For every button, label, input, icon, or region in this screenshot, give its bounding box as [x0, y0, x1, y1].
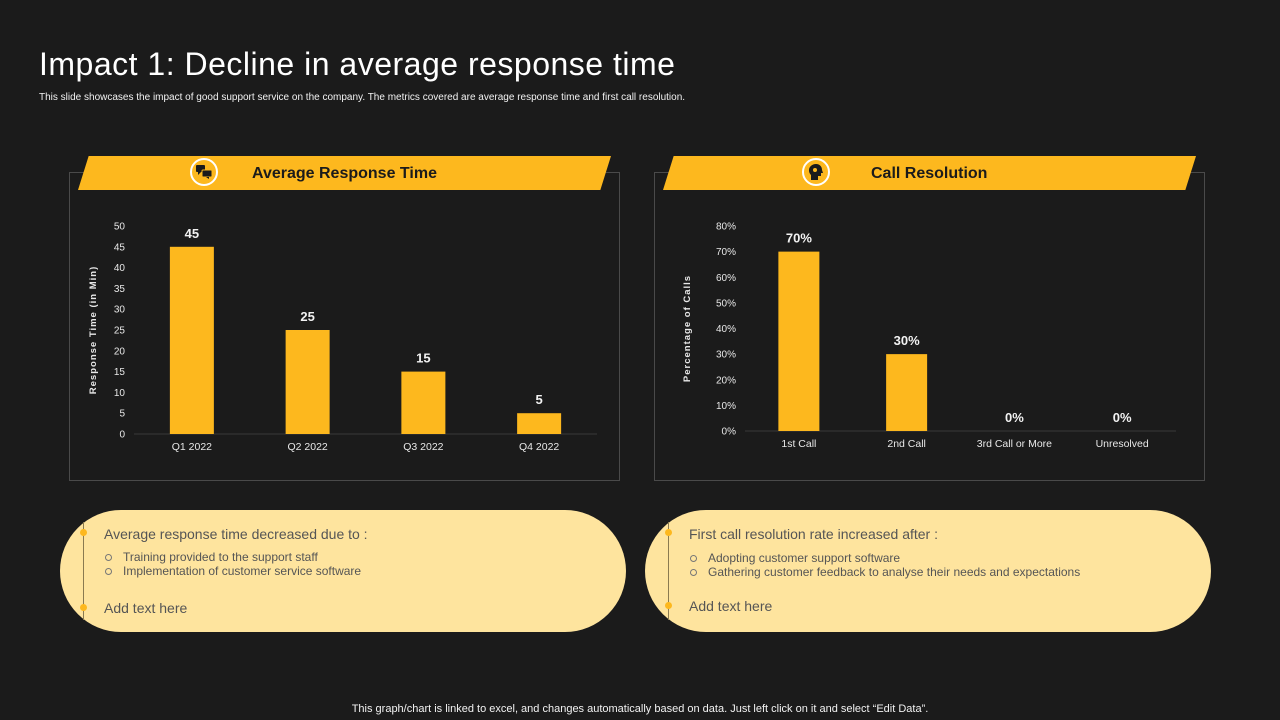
y-tick-label: 50: [114, 222, 126, 233]
banner-title: Call Resolution: [871, 165, 988, 182]
footer-note: This graph/chart is linked to excel, and…: [351, 703, 929, 715]
y-tick-label: 10%: [716, 401, 736, 412]
y-tick-label: 60%: [716, 273, 736, 284]
bar: [285, 330, 330, 434]
y-tick-label: 30: [114, 305, 126, 316]
y-axis-label: Response Time (in Min): [88, 266, 99, 394]
y-tick-label: 30%: [716, 350, 736, 361]
note-dot: [80, 604, 87, 611]
y-tick-label: 20: [114, 346, 126, 357]
bar: [778, 251, 820, 431]
y-tick-label: 80%: [716, 222, 736, 233]
note-dot: [665, 529, 672, 536]
add-text-placeholder[interactable]: Add text here: [689, 598, 773, 614]
y-tick-label: 40%: [716, 324, 736, 335]
list-item: Adopting customer support software: [689, 551, 1080, 565]
data-label: 25: [300, 309, 314, 324]
page-title: Impact 1: Decline in average response ti…: [39, 46, 676, 82]
y-tick-label: 35: [114, 284, 126, 295]
add-text-placeholder[interactable]: Add text here: [104, 600, 188, 616]
note-heading: First call resolution rate increased aft…: [689, 526, 938, 542]
x-tick-label: 1st Call: [781, 438, 816, 450]
y-tick-label: 40: [114, 263, 126, 274]
x-tick-label: Q3 2022: [403, 441, 443, 453]
response-time-chart: 0 5 10 15 20 25 30 35 40 45 50 Response Time (in Mi…: [88, 222, 597, 453]
y-tick-label: 25: [114, 326, 126, 337]
note-heading: Average response time decreased due to :: [104, 526, 368, 542]
data-label: 70%: [786, 231, 812, 246]
bar: [517, 413, 562, 434]
note-dot: [665, 602, 672, 609]
head-gear-icon: [802, 158, 830, 186]
y-tick-label: 0: [119, 430, 125, 441]
x-tick-label: Q1 2022: [172, 441, 212, 453]
banner-title: Average Response Time: [252, 165, 437, 182]
y-tick-label: 0%: [722, 427, 737, 438]
chat-bubbles-icon: [190, 158, 218, 186]
y-tick-label: 10: [114, 388, 126, 399]
bar: [169, 246, 214, 434]
call-resolution-note: First call resolution rate increased aft…: [645, 510, 1211, 632]
x-tick-label: 3rd Call or More: [977, 438, 1052, 450]
call-resolution-banner: Call Resolution: [663, 156, 1196, 190]
list-item: Training provided to the support staff: [104, 550, 361, 564]
response-time-note: Average response time decreased due to :…: [60, 510, 626, 632]
note-dot: [80, 529, 87, 536]
data-label: 0%: [1005, 410, 1024, 425]
bar: [401, 371, 446, 434]
list-item: Gathering customer feedback to analyse t…: [689, 565, 1080, 579]
data-label: 45: [185, 226, 199, 241]
y-tick-label: 5: [119, 409, 125, 420]
note-bullets: Training provided to the support staff I…: [104, 550, 361, 578]
page-subtitle: This slide showcases the impact of good …: [39, 92, 686, 103]
data-label: 5: [536, 392, 543, 407]
y-tick-label: 50%: [716, 298, 736, 309]
y-tick-label: 70%: [716, 247, 736, 258]
y-axis-label: Percentage of Calls: [682, 275, 693, 382]
note-divider: [83, 522, 84, 620]
y-tick-label: 45: [114, 242, 126, 253]
data-label: 0%: [1113, 410, 1132, 425]
response-time-banner: Average Response Time: [78, 156, 611, 190]
x-tick-label: 2nd Call: [887, 438, 926, 450]
note-divider: [668, 522, 669, 620]
x-tick-label: Q4 2022: [519, 441, 559, 453]
note-bullets: Adopting customer support software Gathe…: [689, 551, 1080, 579]
list-item: Implementation of customer service softw…: [104, 564, 361, 578]
call-resolution-chart: 0% 10% 20% 30% 40% 50% 60% 70% 80% Percentage of …: [682, 222, 1176, 450]
x-tick-label: Q2 2022: [287, 441, 327, 453]
bar: [886, 354, 928, 431]
data-label: 15: [416, 351, 430, 366]
data-label: 30%: [894, 333, 920, 348]
x-tick-label: Unresolved: [1096, 438, 1149, 450]
y-tick-label: 15: [114, 367, 126, 378]
y-tick-label: 20%: [716, 375, 736, 386]
